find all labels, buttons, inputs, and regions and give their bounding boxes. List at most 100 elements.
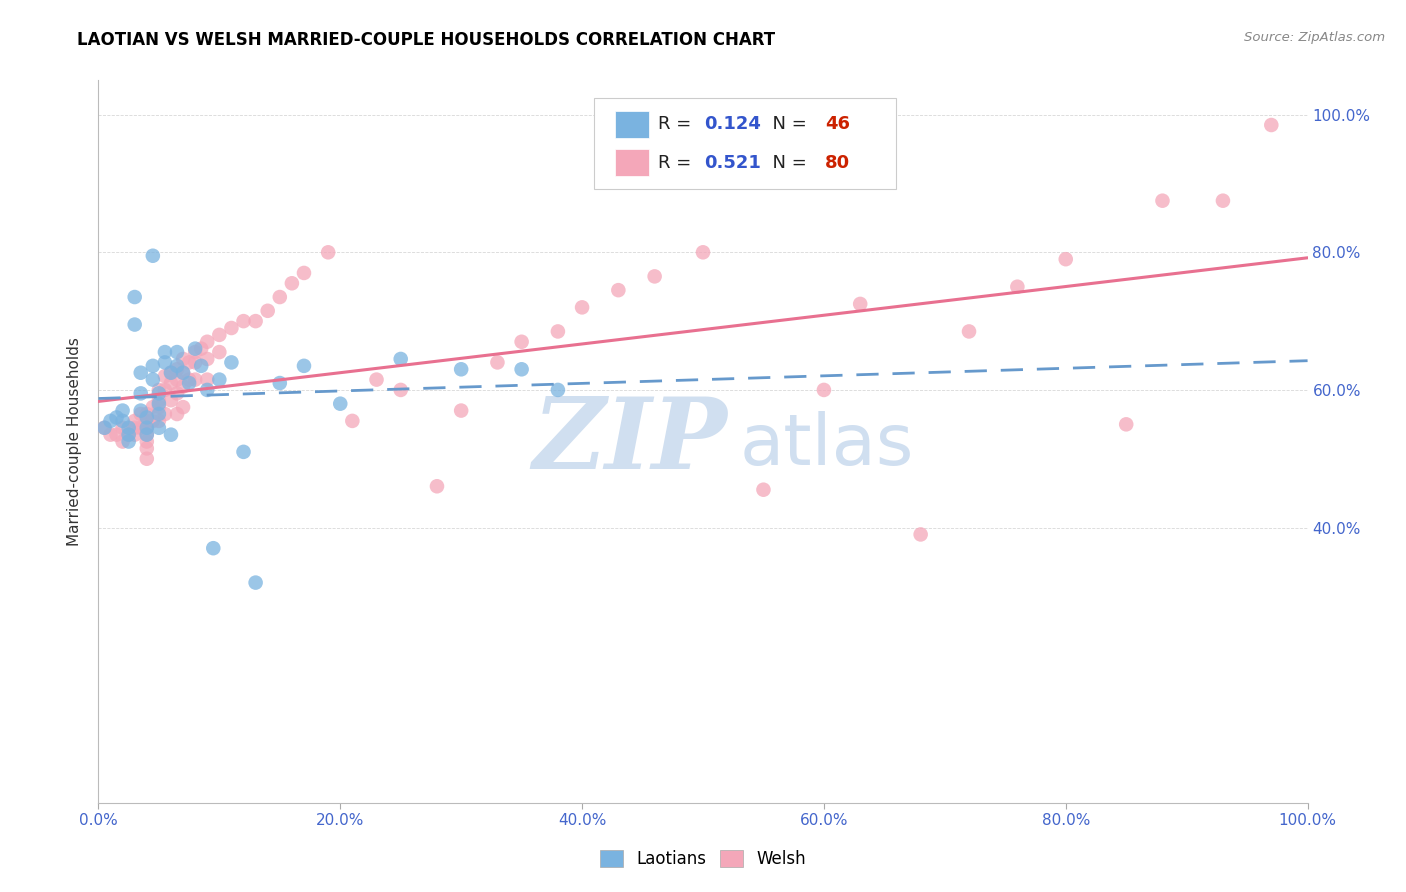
Point bbox=[135, 421, 157, 435]
Point bbox=[232, 445, 254, 459]
Point bbox=[1115, 417, 1137, 432]
Point bbox=[450, 403, 472, 417]
Text: LAOTIAN VS WELSH MARRIED-COUPLE HOUSEHOLDS CORRELATION CHART: LAOTIAN VS WELSH MARRIED-COUPLE HOUSEHOL… bbox=[77, 31, 776, 49]
Point bbox=[100, 414, 122, 428]
FancyBboxPatch shape bbox=[595, 98, 897, 189]
Point bbox=[160, 366, 183, 380]
Point bbox=[142, 373, 165, 387]
Point bbox=[329, 397, 352, 411]
Point bbox=[135, 451, 157, 466]
Point bbox=[142, 400, 165, 414]
Point bbox=[135, 414, 157, 428]
Point bbox=[292, 359, 315, 373]
Point bbox=[256, 303, 278, 318]
Point bbox=[190, 359, 212, 373]
Text: Source: ZipAtlas.com: Source: ZipAtlas.com bbox=[1244, 31, 1385, 45]
Point bbox=[124, 421, 146, 435]
Point bbox=[510, 334, 533, 349]
Point bbox=[118, 427, 141, 442]
Point bbox=[184, 345, 207, 359]
Point bbox=[172, 366, 194, 380]
Point bbox=[607, 283, 630, 297]
Point bbox=[148, 421, 170, 435]
Point bbox=[148, 414, 170, 428]
Point bbox=[208, 327, 231, 342]
Point bbox=[93, 421, 115, 435]
Point bbox=[135, 427, 157, 442]
Point bbox=[142, 359, 165, 373]
Point bbox=[111, 414, 134, 428]
Text: N =: N = bbox=[761, 153, 813, 171]
Point bbox=[148, 386, 170, 401]
Point bbox=[124, 414, 146, 428]
Point bbox=[129, 403, 152, 417]
Point bbox=[195, 373, 218, 387]
Point bbox=[93, 421, 115, 435]
Point bbox=[245, 575, 267, 590]
Point bbox=[166, 362, 188, 376]
Point bbox=[366, 373, 388, 387]
Point bbox=[172, 366, 194, 380]
Point bbox=[957, 325, 980, 339]
Point bbox=[142, 249, 165, 263]
Point bbox=[221, 355, 243, 369]
Point bbox=[153, 369, 176, 384]
Point bbox=[166, 373, 188, 387]
Point bbox=[202, 541, 225, 556]
Point bbox=[208, 345, 231, 359]
Point bbox=[148, 383, 170, 397]
Text: R =: R = bbox=[658, 115, 697, 133]
Point bbox=[450, 362, 472, 376]
Point bbox=[184, 355, 207, 369]
Point bbox=[547, 383, 569, 397]
FancyBboxPatch shape bbox=[614, 111, 648, 138]
Point bbox=[849, 297, 872, 311]
Point bbox=[195, 383, 218, 397]
Point bbox=[129, 366, 152, 380]
Point bbox=[135, 407, 157, 421]
Point bbox=[195, 351, 218, 366]
Point bbox=[135, 427, 157, 442]
Point bbox=[910, 527, 932, 541]
FancyBboxPatch shape bbox=[614, 149, 648, 177]
Point bbox=[153, 345, 176, 359]
Point bbox=[269, 290, 291, 304]
Point bbox=[160, 393, 183, 408]
Point bbox=[1212, 194, 1234, 208]
Point bbox=[245, 314, 267, 328]
Point bbox=[129, 407, 152, 421]
Point bbox=[692, 245, 714, 260]
Point bbox=[179, 355, 201, 369]
Text: 0.521: 0.521 bbox=[704, 153, 761, 171]
Text: 0.124: 0.124 bbox=[704, 115, 761, 133]
Point bbox=[166, 345, 188, 359]
Point bbox=[195, 334, 218, 349]
Point bbox=[129, 421, 152, 435]
Point bbox=[389, 383, 412, 397]
Point bbox=[111, 403, 134, 417]
Point bbox=[111, 421, 134, 435]
Point bbox=[142, 414, 165, 428]
Legend: Laotians, Welsh: Laotians, Welsh bbox=[593, 843, 813, 875]
Point bbox=[232, 314, 254, 328]
Point bbox=[184, 342, 207, 356]
Point bbox=[166, 407, 188, 421]
Point bbox=[221, 321, 243, 335]
Point bbox=[752, 483, 775, 497]
Point bbox=[160, 376, 183, 390]
Point bbox=[486, 355, 509, 369]
Text: ZIP: ZIP bbox=[533, 393, 727, 490]
Point bbox=[148, 407, 170, 421]
Point bbox=[813, 383, 835, 397]
Point bbox=[184, 373, 207, 387]
Point bbox=[281, 277, 304, 291]
Point bbox=[118, 434, 141, 449]
Point bbox=[1260, 118, 1282, 132]
Point bbox=[269, 376, 291, 390]
Point bbox=[118, 421, 141, 435]
Point bbox=[1007, 279, 1029, 293]
Point bbox=[124, 318, 146, 332]
Text: R =: R = bbox=[658, 153, 697, 171]
Point bbox=[160, 427, 183, 442]
Point bbox=[208, 373, 231, 387]
